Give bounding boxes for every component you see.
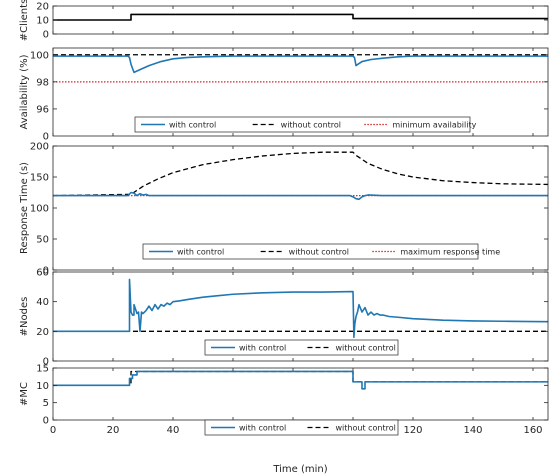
x-tick-label: 0 bbox=[50, 425, 56, 436]
y-tick-label: 20 bbox=[36, 327, 49, 338]
y-axis-label: #Nodes bbox=[19, 297, 30, 337]
series-group bbox=[53, 151, 548, 201]
x-tick-label: 40 bbox=[167, 425, 180, 436]
y-tick-label: 96 bbox=[36, 104, 49, 115]
y-tick-label: 10 bbox=[36, 16, 49, 27]
y-tick-label: 0 bbox=[43, 416, 49, 427]
axes-frame bbox=[52, 47, 549, 137]
y-tick-label: 200 bbox=[30, 142, 49, 153]
legend-box bbox=[134, 116, 471, 133]
series-line-1 bbox=[53, 370, 548, 390]
legend-label-1: with control bbox=[177, 248, 224, 257]
y-tick-label: 60 bbox=[36, 268, 49, 279]
series-group bbox=[53, 278, 548, 339]
y-tick-label: 10 bbox=[36, 381, 49, 392]
series-line-1 bbox=[53, 13, 548, 21]
y-tick-label: 98 bbox=[36, 77, 49, 88]
series-line-2 bbox=[53, 151, 548, 197]
legend-label-3: minimum availability bbox=[392, 121, 476, 130]
y-tick-label: 0 bbox=[43, 30, 49, 41]
chart-panel-4: 0 20 40 60 #Nodes with control without control bbox=[19, 268, 549, 368]
series-line-1 bbox=[53, 55, 548, 74]
series-group bbox=[53, 370, 548, 390]
y-tick-label: 40 bbox=[36, 297, 49, 308]
y-tick-label: 100 bbox=[30, 204, 49, 215]
legend: with control without control minimum avail… bbox=[134, 116, 477, 133]
y-tick-label: 100 bbox=[30, 50, 49, 61]
legend-box bbox=[142, 243, 479, 260]
legend-box bbox=[204, 419, 399, 436]
legend-label-2: without control bbox=[336, 424, 396, 433]
x-tick-label: 160 bbox=[523, 425, 542, 436]
x-tick-label: 20 bbox=[107, 425, 120, 436]
y-tick-label: 0 bbox=[43, 132, 49, 143]
series-line-1 bbox=[53, 278, 548, 339]
y-tick-label: 50 bbox=[36, 235, 49, 246]
x-tick-label: 120 bbox=[403, 425, 422, 436]
legend-label-2: without control bbox=[289, 248, 349, 257]
series-line-2 bbox=[53, 370, 548, 386]
series-group bbox=[53, 13, 548, 21]
y-axis-label: #Clients bbox=[19, 0, 30, 41]
series-group bbox=[53, 54, 548, 83]
legend-label-3: maximum response time bbox=[400, 248, 500, 257]
y-tick-label: 5 bbox=[43, 398, 49, 409]
legend: with control without control maximum respo… bbox=[142, 243, 500, 260]
x-tick-label: 140 bbox=[463, 425, 482, 436]
y-tick-label: 0 bbox=[43, 266, 49, 277]
legend-label-1: with control bbox=[239, 424, 286, 433]
y-tick-label: 150 bbox=[30, 173, 49, 184]
legend-label-2: without control bbox=[281, 121, 341, 130]
x-axis-label: Time (min) bbox=[272, 464, 327, 475]
legend-box bbox=[204, 339, 399, 356]
axes-frame bbox=[52, 271, 549, 362]
chart-panel-1: 0 10 20 #Clients bbox=[19, 0, 549, 41]
y-tick-label: 0 bbox=[43, 357, 49, 368]
y-axis-label: Response Time (s) bbox=[19, 162, 30, 254]
axes-frame bbox=[52, 367, 549, 421]
legend-label-1: with control bbox=[169, 121, 216, 130]
series-line-1 bbox=[53, 191, 548, 201]
y-axis-label: #MC bbox=[19, 382, 30, 406]
legend-label-2: without control bbox=[336, 344, 396, 353]
legend: with control without control bbox=[204, 419, 399, 436]
legend: with control without control bbox=[204, 339, 399, 356]
y-tick-label: 15 bbox=[36, 364, 49, 375]
legend-label-1: with control bbox=[239, 344, 286, 353]
y-axis-label: Availability (%) bbox=[19, 54, 30, 129]
y-tick-label: 20 bbox=[36, 2, 49, 13]
